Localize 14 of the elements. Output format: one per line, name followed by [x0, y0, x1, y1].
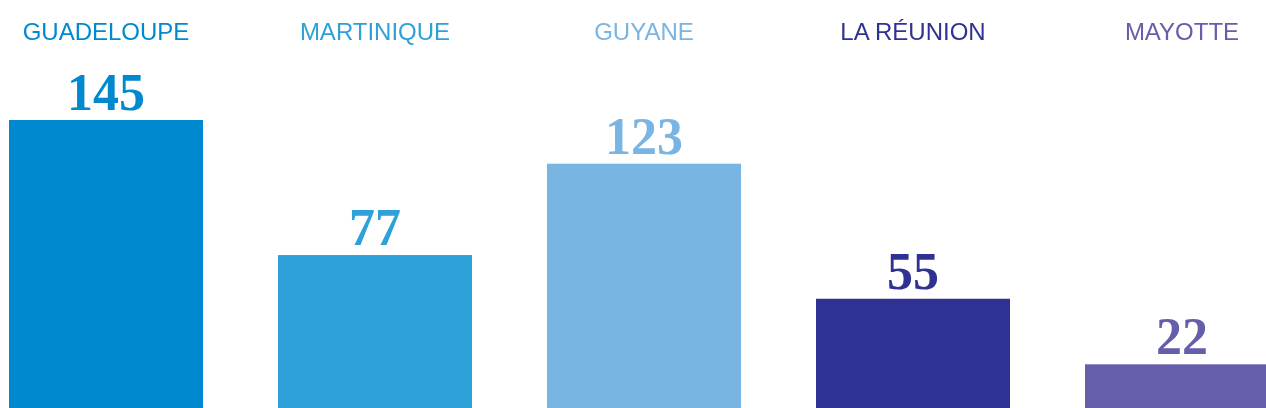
data-label: 145 [67, 64, 145, 121]
data-label: 123 [605, 107, 683, 165]
data-label: 22 [1156, 308, 1208, 366]
x-tick-label: LA RÉUNION [840, 18, 986, 45]
x-tick-label: GUADELOUPE [22, 18, 190, 45]
bar [9, 120, 203, 408]
x-tick-label: GUYANE [594, 18, 694, 45]
x-tick-label: MARTINIQUE [299, 18, 451, 45]
data-label: 77 [349, 199, 401, 257]
bar [547, 163, 741, 408]
data-label: 55 [887, 242, 939, 300]
bar [278, 255, 472, 408]
bar [816, 298, 1010, 408]
x-tick-label: MAYOTTE [1124, 18, 1240, 45]
